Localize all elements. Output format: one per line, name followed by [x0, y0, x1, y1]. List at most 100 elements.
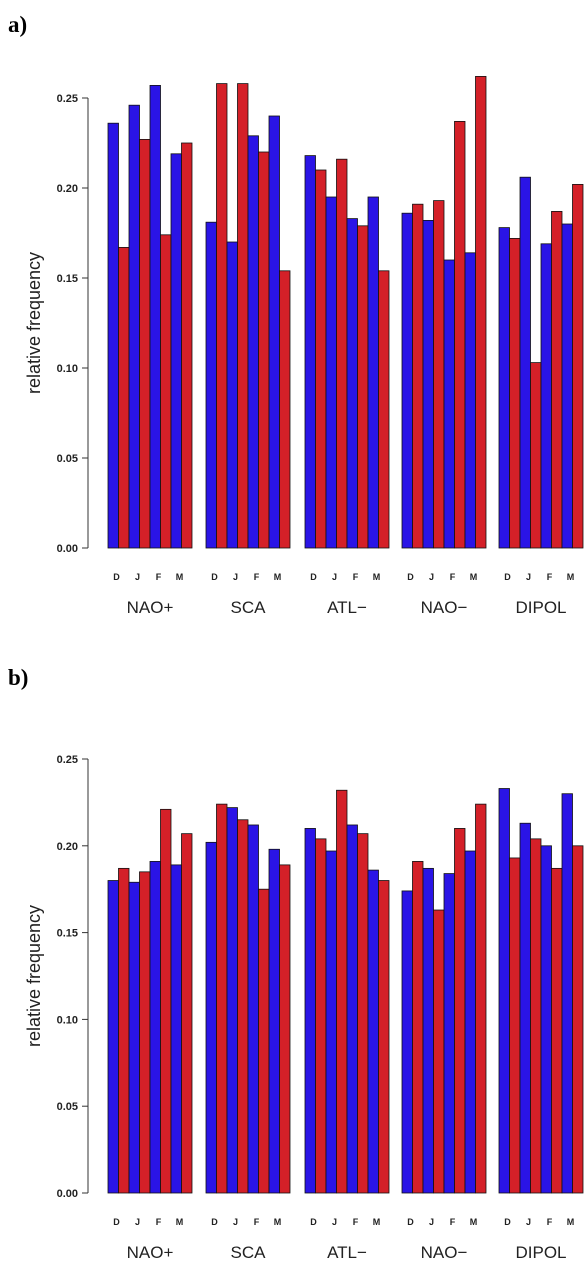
bar-NAO+-J-s1	[139, 138, 151, 549]
month-label: F	[547, 1217, 553, 1227]
group-label: NAO+	[127, 598, 174, 617]
month-label: J	[233, 1217, 238, 1227]
y-tick-label: 0.10	[57, 1014, 78, 1026]
bar-DIPOL-F-s0	[540, 243, 552, 549]
bar-SCA-J-s0	[226, 241, 238, 549]
y-tick-label: 0.00	[57, 543, 78, 555]
group-label: NAO−	[421, 1243, 468, 1262]
bar-DIPOL-F-s1	[551, 867, 563, 1194]
month-label: M	[470, 1217, 478, 1227]
month-label: D	[310, 572, 317, 582]
group-label: SCA	[231, 598, 267, 617]
month-label: D	[113, 572, 120, 582]
bar-ATL−-M-s1	[378, 880, 390, 1194]
bar-ATL−-M-s0	[367, 196, 379, 549]
bar-NAO−-F-s1	[454, 828, 466, 1194]
bar-NAO+-F-s0	[149, 85, 161, 549]
bar-SCA-F-s1	[258, 151, 270, 549]
y-tick-label: 0.20	[57, 183, 78, 195]
group-label: NAO+	[127, 1243, 174, 1262]
bar-NAO+-D-s1	[118, 867, 130, 1194]
bar-NAO−-D-s1	[412, 861, 424, 1194]
month-label: F	[547, 572, 553, 582]
bar-DIPOL-J-s1	[530, 838, 542, 1194]
bar-ATL−-D-s0	[304, 155, 316, 549]
bar-NAO−-J-s0	[422, 219, 434, 549]
bar-DIPOL-D-s0	[498, 788, 510, 1194]
bar-SCA-F-s0	[247, 135, 259, 549]
bar-SCA-F-s1	[258, 888, 270, 1194]
month-label: J	[332, 1217, 337, 1227]
bar-SCA-D-s1	[216, 83, 228, 549]
group-label: ATL−	[327, 1243, 367, 1262]
bar-NAO+-J-s1	[139, 871, 151, 1194]
bar-NAO+-M-s1	[181, 142, 193, 549]
bar-ATL−-F-s1	[357, 833, 369, 1194]
bar-DIPOL-F-s1	[551, 210, 563, 549]
month-label: D	[504, 1217, 511, 1227]
group-label: ATL−	[327, 598, 367, 617]
month-label: M	[373, 1217, 381, 1227]
y-tick-label: 0.25	[57, 754, 78, 766]
month-label: D	[211, 572, 218, 582]
bar-NAO+-M-s0	[170, 864, 182, 1194]
month-label: F	[353, 1217, 359, 1227]
bar-NAO+-F-s1	[160, 234, 172, 549]
month-label: M	[567, 1217, 575, 1227]
bar-NAO−-D-s0	[401, 212, 413, 549]
bar-SCA-D-s0	[205, 841, 217, 1194]
month-label: D	[310, 1217, 317, 1227]
bar-ATL−-F-s1	[357, 225, 369, 549]
y-tick-label: 0.20	[57, 841, 78, 853]
bar-SCA-F-s0	[247, 824, 259, 1194]
bar-ATL−-J-s0	[325, 196, 337, 549]
y-tick-label: 0.25	[57, 93, 78, 105]
month-label: F	[450, 1217, 456, 1227]
bar-DIPOL-J-s0	[519, 176, 531, 549]
bar-SCA-J-s1	[237, 819, 249, 1194]
bar-NAO−-F-s0	[443, 259, 455, 549]
month-label: D	[407, 1217, 414, 1227]
bar-NAO−-M-s1	[475, 803, 487, 1194]
month-label: M	[274, 572, 282, 582]
bar-DIPOL-F-s0	[540, 845, 552, 1194]
bar-NAO+-F-s0	[149, 861, 161, 1194]
month-label: J	[429, 572, 434, 582]
bar-NAO+-J-s0	[128, 104, 140, 549]
month-label: M	[373, 572, 381, 582]
bar-NAO+-D-s0	[107, 880, 119, 1194]
bar-NAO−-F-s1	[454, 121, 466, 549]
month-label: D	[211, 1217, 218, 1227]
month-label: M	[176, 1217, 184, 1227]
bar-DIPOL-J-s0	[519, 822, 531, 1194]
group-label: SCA	[231, 1243, 267, 1262]
bar-NAO−-J-s1	[433, 200, 445, 549]
bar-SCA-J-s1	[237, 83, 249, 549]
y-axis-label: relative frequency	[24, 905, 44, 1047]
month-label: M	[176, 572, 184, 582]
bar-NAO−-D-s0	[401, 890, 413, 1194]
y-axis-label: relative frequency	[24, 252, 44, 394]
bar-NAO−-M-s1	[475, 76, 487, 549]
bar-SCA-M-s1	[279, 864, 291, 1194]
y-tick-label: 0.15	[57, 928, 78, 940]
month-label: J	[526, 1217, 531, 1227]
bar-ATL−-J-s1	[336, 158, 348, 549]
month-label: M	[274, 1217, 282, 1227]
group-label: NAO−	[421, 598, 468, 617]
bar-SCA-J-s0	[226, 807, 238, 1194]
bar-NAO−-J-s1	[433, 909, 445, 1194]
bar-SCA-M-s1	[279, 270, 291, 549]
bar-SCA-M-s0	[268, 848, 280, 1194]
month-label: D	[504, 572, 511, 582]
month-label: J	[429, 1217, 434, 1227]
bar-DIPOL-D-s0	[498, 227, 510, 549]
bar-NAO−-F-s0	[443, 873, 455, 1194]
bar-chart-a: 0.00 0.05 0.10 0.15 0.20 0.25 relative frequen…	[24, 76, 584, 617]
bar-NAO−-M-s0	[464, 252, 476, 549]
bar-DIPOL-M-s1	[572, 845, 584, 1194]
bar-ATL−-D-s0	[304, 828, 316, 1194]
month-label: D	[407, 572, 414, 582]
bar-NAO+-M-s0	[170, 153, 182, 549]
bar-SCA-D-s0	[205, 221, 217, 549]
